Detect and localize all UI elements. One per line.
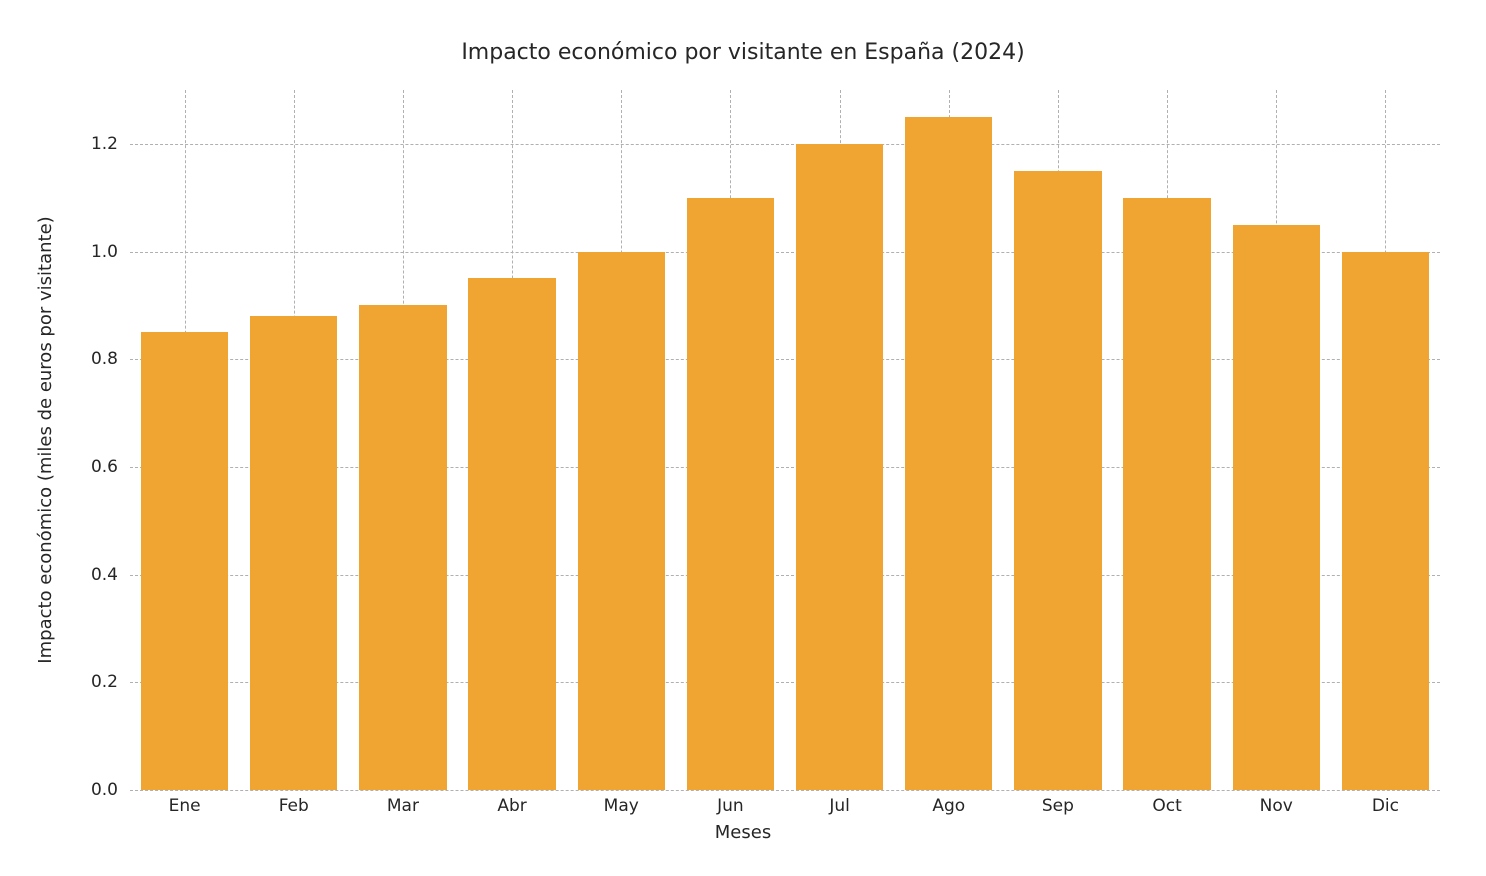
x-tick-label: Mar xyxy=(387,796,419,816)
x-tick-label: Dic xyxy=(1372,796,1399,816)
x-tick-label: Ene xyxy=(169,796,201,816)
bar xyxy=(1123,198,1210,790)
x-tick-label: Jul xyxy=(829,796,850,816)
bar xyxy=(359,305,446,790)
y-tick-label: 1.0 xyxy=(58,242,118,262)
x-tick-label: Nov xyxy=(1260,796,1293,816)
x-tick-label: May xyxy=(604,796,639,816)
y-tick-label: 0.6 xyxy=(58,457,118,477)
bar xyxy=(1233,225,1320,790)
bar xyxy=(250,316,337,790)
x-tick-label: Ago xyxy=(932,796,965,816)
x-tick-label: Jun xyxy=(717,796,744,816)
bar xyxy=(141,332,228,790)
x-tick-label: Oct xyxy=(1152,796,1181,816)
chart-title: Impacto económico por visitante en Españ… xyxy=(0,40,1486,65)
bar xyxy=(905,117,992,790)
bar xyxy=(578,252,665,790)
chart-container: Impacto económico por visitante en Españ… xyxy=(0,0,1486,876)
x-tick-label: Feb xyxy=(279,796,309,816)
grid-line-horizontal xyxy=(130,790,1440,791)
bar xyxy=(687,198,774,790)
plot-area xyxy=(130,90,1440,790)
grid-line-horizontal xyxy=(130,144,1440,145)
y-tick-label: 1.2 xyxy=(58,134,118,154)
y-axis-label: Impacto económico (miles de euros por vi… xyxy=(35,90,56,790)
x-tick-label: Abr xyxy=(497,796,526,816)
x-axis-label: Meses xyxy=(0,822,1486,843)
bar xyxy=(796,144,883,790)
y-tick-label: 0.8 xyxy=(58,349,118,369)
y-tick-label: 0.2 xyxy=(58,672,118,692)
y-tick-label: 0.0 xyxy=(58,780,118,800)
x-tick-label: Sep xyxy=(1042,796,1074,816)
y-tick-label: 0.4 xyxy=(58,565,118,585)
bar xyxy=(468,278,555,790)
bar xyxy=(1014,171,1101,790)
bar xyxy=(1342,252,1429,790)
